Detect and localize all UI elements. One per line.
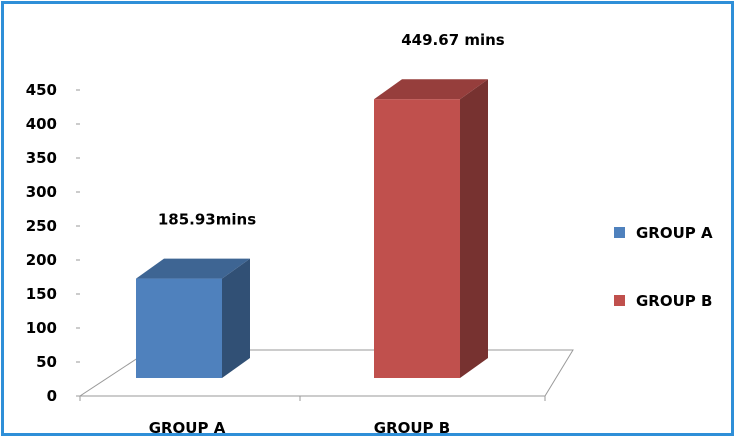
category-axis: GROUP A GROUP B: [149, 419, 451, 437]
legend-label: GROUP B: [636, 292, 712, 310]
data-labels: 185.93mins 449.67 mins: [158, 31, 505, 228]
data-label: 185.93mins: [158, 211, 256, 229]
y-tick-label: 200: [26, 251, 57, 269]
x-category-label: GROUP B: [374, 419, 450, 437]
bar-group-a: [136, 258, 250, 378]
bar-group-b: [374, 79, 488, 379]
y-tick-label: 100: [26, 319, 57, 337]
y-tick-label: 0: [47, 387, 57, 405]
bar-top-face: [374, 79, 488, 100]
y-tick-label: 400: [26, 115, 57, 133]
legend-swatch: [614, 295, 625, 306]
y-tick-label: 250: [26, 217, 57, 235]
data-label: 449.67 mins: [401, 31, 505, 49]
y-tick-label: 150: [26, 285, 57, 303]
y-tick-label: 300: [26, 183, 57, 201]
legend: GROUP A GROUP B: [614, 224, 713, 310]
y-tick-label: 350: [26, 149, 57, 167]
bars: [136, 79, 488, 379]
legend-swatch: [614, 227, 625, 238]
bar-side-face: [460, 79, 488, 379]
x-category-label: GROUP A: [149, 419, 226, 437]
bar-front-face: [136, 278, 222, 378]
bar-top-face: [136, 258, 250, 279]
bar-front-face: [374, 99, 460, 379]
legend-label: GROUP A: [636, 224, 713, 242]
bar-side-face: [222, 258, 250, 378]
value-axis: 0 50 100 150 200 250 300 350 400 450: [26, 81, 546, 405]
y-tick-label: 450: [26, 81, 57, 99]
y-tick-label: 50: [36, 353, 57, 371]
